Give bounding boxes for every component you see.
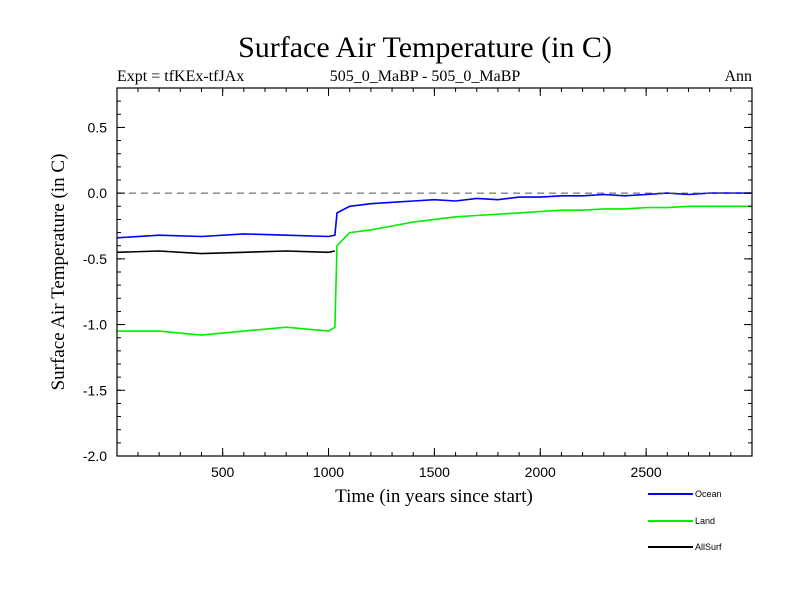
experiment-label: Expt = tfKEx-tfJAx (117, 68, 244, 85)
legend-ocean-label: Ocean (695, 489, 722, 499)
x-tick-label: 2000 (525, 464, 556, 480)
y-tick-label: 0.0 (88, 185, 108, 201)
run-label: 505_0_MaBP - 505_0_MaBP (330, 68, 521, 85)
axes-layer: -2.0 -1.5 -1.0 -0.5 0.0 0.5 500 1000 1500 2000 250… (83, 87, 752, 480)
plot-frame (116, 87, 753, 457)
period-label: Ann (724, 68, 752, 85)
x-tick-label: 2500 (631, 464, 662, 480)
x-tick-label: 1500 (419, 464, 450, 480)
x-axis-label: Time (in years since start) (335, 486, 533, 507)
series-line-ocean (116, 192, 752, 239)
y-tick-label: -1.5 (83, 382, 107, 398)
chart-title: Surface Air Temperature (in C) (238, 31, 612, 64)
legend-allsurf-label: AllSurf (695, 542, 722, 552)
y-tick-label: -0.5 (83, 251, 107, 267)
x-tick-label: 1000 (313, 464, 344, 480)
legend: Ocean Land AllSurf (648, 489, 722, 552)
y-tick-label: -2.0 (83, 448, 107, 464)
series-line-land (117, 205, 752, 336)
legend-land-label: Land (695, 516, 715, 526)
y-axis-label: Surface Air Temperature (in C) (48, 154, 69, 391)
series-line-allsurf (116, 250, 336, 255)
y-tick-label: 0.5 (88, 119, 108, 135)
y-tick-label: -1.0 (83, 317, 107, 333)
x-tick-label: 500 (211, 464, 235, 480)
series-layer (116, 192, 752, 336)
